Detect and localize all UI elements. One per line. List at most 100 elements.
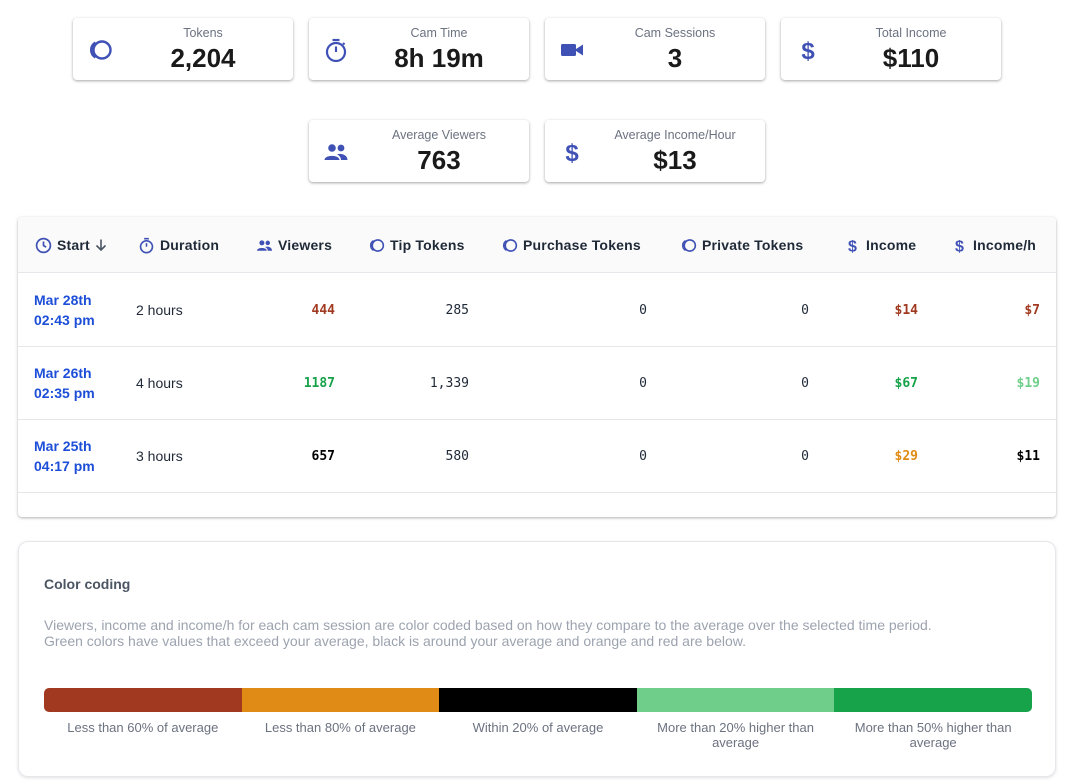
session-tip-tokens: 1,339 bbox=[429, 375, 469, 391]
stat-value: 763 bbox=[417, 145, 461, 175]
color-swatch-red bbox=[44, 688, 242, 712]
column-header-label: Tip Tokens bbox=[390, 237, 465, 253]
svg-text:$: $ bbox=[565, 140, 579, 165]
table-row[interactable]: Mar 26th 02:35 pm 4 hours 1187 1,339 0 0… bbox=[18, 347, 1056, 420]
tokens-icon bbox=[369, 238, 385, 252]
dollar-icon: $ bbox=[801, 38, 815, 63]
table-header: Start Duration Viewers Tip Tokens Purcha… bbox=[18, 217, 1056, 273]
stat-card-total-income: $ Total Income $110 bbox=[781, 18, 1001, 80]
column-header-duration[interactable]: Duration bbox=[138, 217, 219, 273]
color-swatch-green bbox=[834, 688, 1032, 712]
stat-card-tokens: Tokens 2,204 bbox=[73, 18, 293, 80]
sort-arrow-down-icon[interactable] bbox=[94, 238, 108, 252]
column-header-purchase-tokens[interactable]: Purchase Tokens bbox=[501, 217, 641, 273]
stat-label: Tokens bbox=[183, 26, 223, 40]
clock-icon bbox=[35, 237, 52, 253]
column-header-private-tokens[interactable]: Private Tokens bbox=[680, 217, 803, 273]
session-duration: 2 hours bbox=[136, 302, 183, 318]
session-date: Mar 28th bbox=[34, 292, 92, 308]
stat-value: $110 bbox=[882, 43, 940, 73]
stat-label: Average Income/Hour bbox=[614, 128, 736, 142]
stat-value: 3 bbox=[667, 43, 683, 73]
legend-description: Viewers, income and income/h for each ca… bbox=[44, 617, 1034, 649]
stat-card-cam-sessions: Cam Sessions 3 bbox=[545, 18, 765, 80]
column-header-viewers[interactable]: Viewers bbox=[256, 217, 332, 273]
tokens-icon bbox=[681, 238, 697, 252]
session-purchase-tokens: 0 bbox=[639, 302, 647, 318]
session-time: 02:35 pm bbox=[34, 385, 95, 401]
column-header-label: Viewers bbox=[278, 237, 333, 253]
column-header-income-per-hour[interactable]: $ Income/h bbox=[951, 217, 1036, 273]
session-income: $67 bbox=[894, 375, 918, 391]
session-income-per-hour: $19 bbox=[1016, 375, 1040, 391]
table-row[interactable]: Mar 28th 02:43 pm 2 hours 444 285 0 0 $1… bbox=[18, 274, 1056, 347]
session-start-link[interactable]: Mar 25th 04:17 pm bbox=[34, 420, 95, 492]
session-date: Mar 26th bbox=[34, 365, 92, 381]
stat-label: Cam Sessions bbox=[634, 26, 716, 40]
color-swatch-orange bbox=[241, 688, 440, 712]
session-private-tokens: 0 bbox=[801, 302, 809, 318]
column-header-label: Private Tokens bbox=[702, 237, 804, 253]
dollar-icon: $ bbox=[848, 237, 857, 253]
session-income-per-hour: $11 bbox=[1016, 448, 1040, 464]
session-private-tokens: 0 bbox=[801, 448, 809, 464]
legend-title: Color coding bbox=[44, 576, 131, 592]
people-icon bbox=[256, 239, 273, 251]
tokens-icon bbox=[502, 238, 518, 252]
session-start-link[interactable]: Mar 26th 02:35 pm bbox=[34, 347, 95, 419]
dollar-icon: $ bbox=[955, 237, 964, 253]
session-viewers: 1187 bbox=[303, 375, 335, 391]
column-header-label: Purchase Tokens bbox=[523, 237, 641, 253]
sessions-table: Start Duration Viewers Tip Tokens Purcha… bbox=[18, 217, 1056, 517]
stat-card-average-income-hour: $ Average Income/Hour $13 bbox=[545, 120, 765, 182]
stat-label: Cam Time bbox=[410, 26, 468, 40]
stat-label: Average Viewers bbox=[391, 128, 487, 142]
stat-card-cam-time: Cam Time 8h 19m bbox=[309, 18, 529, 80]
color-swatch-light-green bbox=[636, 688, 835, 712]
svg-text:$: $ bbox=[801, 38, 815, 63]
session-income: $29 bbox=[894, 448, 918, 464]
session-duration: 4 hours bbox=[136, 375, 183, 391]
stat-card-average-viewers: Average Viewers 763 bbox=[309, 120, 529, 182]
session-income-per-hour: $7 bbox=[1024, 302, 1040, 318]
video-camera-icon bbox=[561, 44, 583, 56]
svg-text:$: $ bbox=[955, 237, 964, 253]
column-header-income[interactable]: $ Income bbox=[844, 217, 916, 273]
legend-label: Less than 80% of average bbox=[264, 720, 416, 735]
color-swatch-black bbox=[439, 688, 637, 712]
session-private-tokens: 0 bbox=[801, 375, 809, 391]
color-scale-labels: Less than 60% of average Less than 80% o… bbox=[44, 720, 1032, 750]
timer-icon bbox=[325, 38, 347, 63]
column-header-tip-tokens[interactable]: Tip Tokens bbox=[368, 217, 465, 273]
svg-text:$: $ bbox=[848, 237, 857, 253]
color-scale-bar bbox=[44, 688, 1032, 712]
legend-description-line: Green colors have values that exceed you… bbox=[44, 633, 746, 649]
people-icon bbox=[324, 144, 348, 160]
tokens-icon bbox=[89, 40, 112, 60]
stat-value: 2,204 bbox=[170, 43, 236, 73]
session-time: 02:43 pm bbox=[34, 312, 95, 328]
session-income: $14 bbox=[894, 302, 918, 318]
dollar-icon: $ bbox=[565, 140, 579, 165]
session-viewers: 657 bbox=[311, 448, 335, 464]
session-purchase-tokens: 0 bbox=[639, 448, 647, 464]
column-header-start[interactable]: Start bbox=[35, 217, 108, 273]
stat-value: $13 bbox=[653, 145, 697, 175]
color-coding-card: Color coding Viewers, income and income/… bbox=[18, 541, 1056, 777]
column-header-label: Duration bbox=[160, 237, 220, 253]
session-time: 04:17 pm bbox=[34, 458, 95, 474]
session-viewers: 444 bbox=[311, 302, 335, 318]
column-header-label: Income/h bbox=[973, 237, 1037, 253]
legend-label: More than 50% higher than average bbox=[854, 720, 1012, 750]
session-start-link[interactable]: Mar 28th 02:43 pm bbox=[34, 274, 95, 346]
session-date: Mar 25th bbox=[34, 438, 92, 454]
stat-label: Total Income bbox=[875, 26, 947, 40]
session-duration: 3 hours bbox=[136, 448, 183, 464]
column-header-label: Income bbox=[866, 237, 917, 253]
timer-icon bbox=[139, 237, 154, 253]
legend-label: More than 20% higher than average bbox=[657, 720, 814, 750]
session-tip-tokens: 580 bbox=[445, 448, 469, 464]
table-row[interactable]: Mar 25th 04:17 pm 3 hours 657 580 0 0 $2… bbox=[18, 420, 1056, 493]
column-header-label: Start bbox=[57, 237, 90, 253]
stat-value: 8h 19m bbox=[394, 43, 484, 73]
